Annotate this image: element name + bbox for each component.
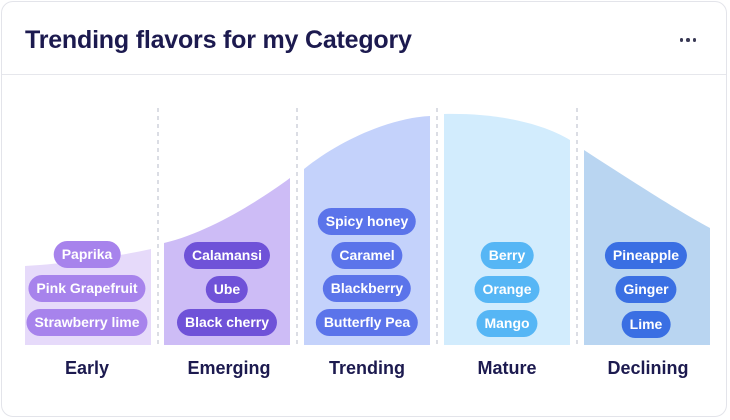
- flavor-pill[interactable]: Pineapple: [604, 242, 688, 269]
- flavor-pill[interactable]: Calamansi: [183, 242, 271, 269]
- flavor-pill[interactable]: Mango: [476, 310, 538, 337]
- flavor-pill[interactable]: Orange: [474, 276, 540, 303]
- stage-label-declining: Declining: [607, 358, 689, 378]
- flavor-pill[interactable]: Berry: [480, 242, 534, 269]
- flavor-pill[interactable]: Butterfly Pea: [315, 309, 419, 336]
- stage-label-emerging: Emerging: [187, 358, 271, 378]
- flavor-pill[interactable]: Lime: [621, 311, 671, 338]
- stage-label-trending: Trending: [329, 358, 405, 378]
- flavor-pill[interactable]: Pink Grapefruit: [28, 275, 146, 302]
- menu-dot: [679, 38, 684, 42]
- stage-label-mature: Mature: [477, 358, 537, 378]
- flavor-pill[interactable]: Ginger: [615, 276, 677, 303]
- card-title: Trending flavors for my Category: [25, 26, 412, 54]
- flavor-pill[interactable]: Blackberry: [322, 275, 412, 302]
- more-options-icon[interactable]: [674, 30, 702, 50]
- flavor-pill[interactable]: Caramel: [331, 242, 403, 269]
- flavor-pill[interactable]: Strawberry lime: [26, 309, 148, 336]
- stage-label-early: Early: [64, 358, 110, 378]
- flavor-pill[interactable]: Black cherry: [176, 309, 278, 336]
- menu-dot: [686, 38, 690, 42]
- flavor-pill[interactable]: Spicy honey: [317, 208, 417, 235]
- flavor-pill[interactable]: Paprika: [53, 241, 121, 268]
- flavor-pill[interactable]: Ube: [205, 276, 249, 303]
- menu-dot: [692, 38, 697, 42]
- card-header: Trending flavors for my Category: [2, 2, 726, 75]
